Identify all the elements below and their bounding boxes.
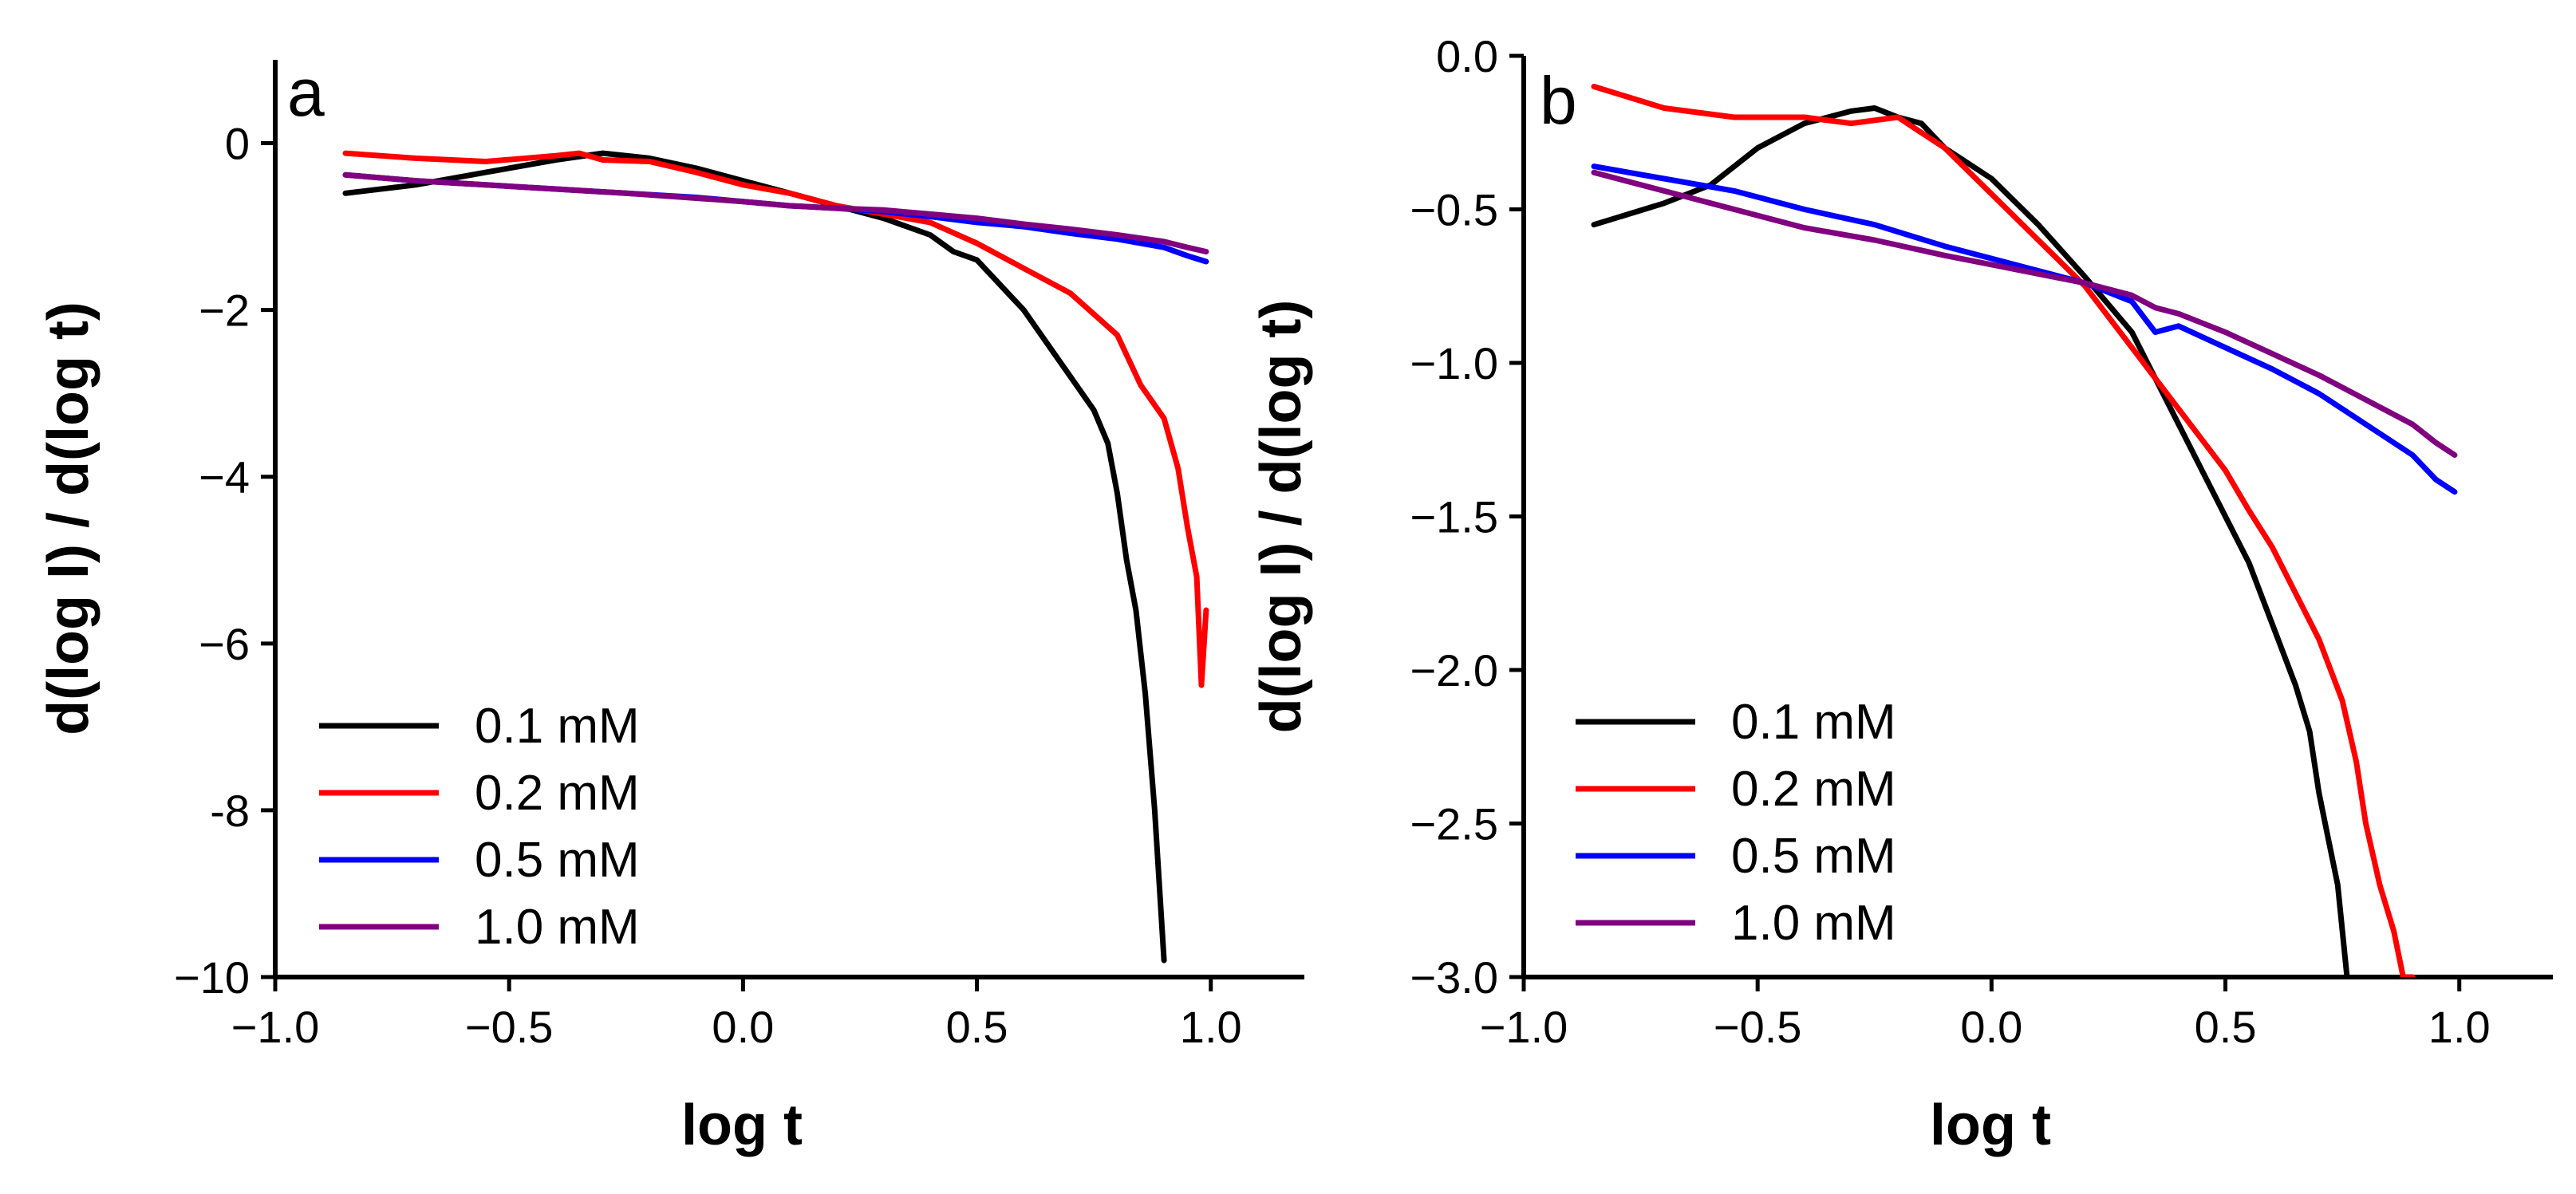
panel-b-x-label: log t — [1930, 1094, 2051, 1157]
panel-b-x-tick-label: −1.0 — [1480, 1002, 1568, 1052]
panel-b-y-label: d(log I) / d(log t) — [1249, 300, 1313, 734]
panel-b-y-tick-label: −3.0 — [1410, 952, 1498, 1003]
panel-b-series-0-5-mmline — [1591, 164, 2458, 495]
panel-a-y-tick-label: 0 — [225, 119, 250, 169]
panel-b-legend-label: 0.5 mM — [1731, 829, 1896, 884]
panel-b-series-group — [1591, 84, 2458, 977]
panel-a-series-group — [342, 150, 1209, 963]
panel-a-legend-label: 0.1 mM — [475, 699, 640, 754]
panel-b-legend-label: 1.0 mM — [1731, 896, 1896, 951]
panel-a-y-tick-label: -8 — [210, 786, 250, 836]
panel-b-x-tick-label: 0.5 — [2195, 1002, 2257, 1052]
panel-b-x-tick-label: 0.0 — [1960, 1002, 2022, 1052]
panel-a-legend: 0.1 mM 0.2 mM 0.5 mM 1.0 mM — [319, 699, 640, 955]
panel-a: −1.0 −0.5 0.0 0.5 1.0 0 −2 −4 −6 -8 −10 log t d(log … — [37, 55, 1304, 1157]
panel-b-series-0-2-mmline — [1591, 84, 2416, 977]
panel-a-legend-label: 0.2 mM — [475, 766, 640, 821]
panel-a-y-label: d(log I) / d(log t) — [37, 301, 101, 735]
panel-b-x-tick-label: −0.5 — [1714, 1002, 1802, 1052]
panel-b-series-1-0-mmline — [1591, 169, 2458, 458]
panel-b-x-tick-label: 1.0 — [2428, 1002, 2491, 1052]
panel-b-label: b — [1540, 63, 1577, 138]
panel-b-y-tick-label: −0.5 — [1410, 185, 1498, 235]
panel-b-y-tick-label: −2.0 — [1410, 645, 1498, 696]
panel-a-legend-label: 0.5 mM — [475, 833, 640, 888]
panel-a-series-0-1-mmline — [342, 150, 1167, 963]
panel-a-x-tick-label: 0.5 — [946, 1002, 1008, 1052]
panel-b-y-tick-label: −1.5 — [1410, 492, 1498, 542]
panel-a-label: a — [287, 55, 325, 130]
panel-b-y-tick-label: −1.0 — [1410, 338, 1498, 388]
panel-b-legend-label: 0.2 mM — [1731, 762, 1896, 817]
panel-b-legend-label: 0.1 mM — [1731, 695, 1896, 750]
panel-b-y-tick-label: −2.5 — [1410, 799, 1498, 849]
panel-a-x-tick-label: −0.5 — [465, 1002, 554, 1052]
panel-b-legend: 0.1 mM 0.2 mM 0.5 mM 1.0 mM — [1576, 695, 1896, 951]
panel-a-y-tick-label: −10 — [174, 952, 250, 1003]
panel-a-y-tick-label: −2 — [199, 286, 250, 336]
panel-b: −1.0 −0.5 0.0 0.5 1.0 0.0 −0.5 −1.0 −1.5 −2.0 −2.5… — [1249, 31, 2553, 1157]
panel-a-series-1-0-mmline — [342, 171, 1209, 254]
panel-b-y-tick-label: 0.0 — [1436, 31, 1498, 81]
panel-a-series-0-2-mmline — [342, 150, 1209, 688]
panel-a-x-tick-label: −1.0 — [231, 1002, 320, 1052]
panel-a-x-tick-label: 1.0 — [1180, 1002, 1242, 1052]
panel-a-legend-label: 1.0 mM — [475, 900, 640, 955]
panel-a-x-tick-label: 0.0 — [712, 1002, 774, 1052]
panel-b-series-0-1-mmline — [1591, 105, 2350, 977]
panel-a-x-label: log t — [681, 1094, 803, 1157]
panel-a-y-tick-label: −6 — [199, 619, 250, 669]
panel-a-y-tick-label: −4 — [199, 452, 250, 502]
